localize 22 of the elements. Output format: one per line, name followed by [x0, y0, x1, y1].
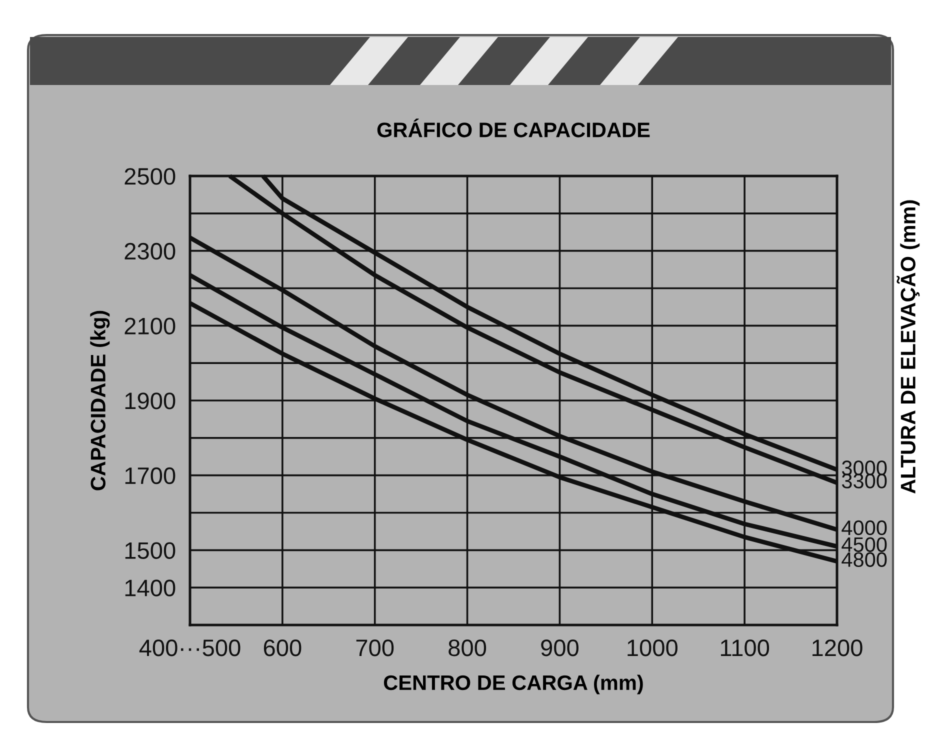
- y-tick-label: 2500: [124, 168, 176, 185]
- x-tick-label: 600: [264, 640, 302, 656]
- y-tick-label: 1700: [125, 467, 176, 484]
- series-label: 4500: [842, 537, 887, 552]
- series-label: 4000: [842, 520, 887, 536]
- x-tick-label: 1100: [720, 640, 770, 656]
- y-tick-label: 2100: [124, 318, 176, 334]
- y-tick-label: 1500: [125, 542, 176, 559]
- x-axis-title: CENTRO DE CARGA (mm): [384, 674, 643, 694]
- x-tick-label: 1200: [812, 640, 862, 656]
- y-tick-label: 1900: [125, 392, 176, 410]
- series-label: 4800: [842, 552, 887, 567]
- x-tick-label: 700: [356, 640, 394, 656]
- chart-title: GRÁFICO DE CAPACIDADE: [377, 118, 650, 138]
- y2-axis-title: ALTURA DE ELEVAÇÃO (mm): [896, 200, 920, 494]
- y-axis-title: CAPACIDADE (kg): [90, 310, 110, 490]
- x-tick-label: 1000: [628, 640, 678, 656]
- x-tick-label: 900: [541, 640, 578, 656]
- x-tick-label: 800: [448, 640, 486, 656]
- x-tick-label: 400···500: [139, 640, 240, 656]
- y-tick-label: 1400: [125, 580, 176, 596]
- y-tick-label: 2300: [124, 242, 176, 260]
